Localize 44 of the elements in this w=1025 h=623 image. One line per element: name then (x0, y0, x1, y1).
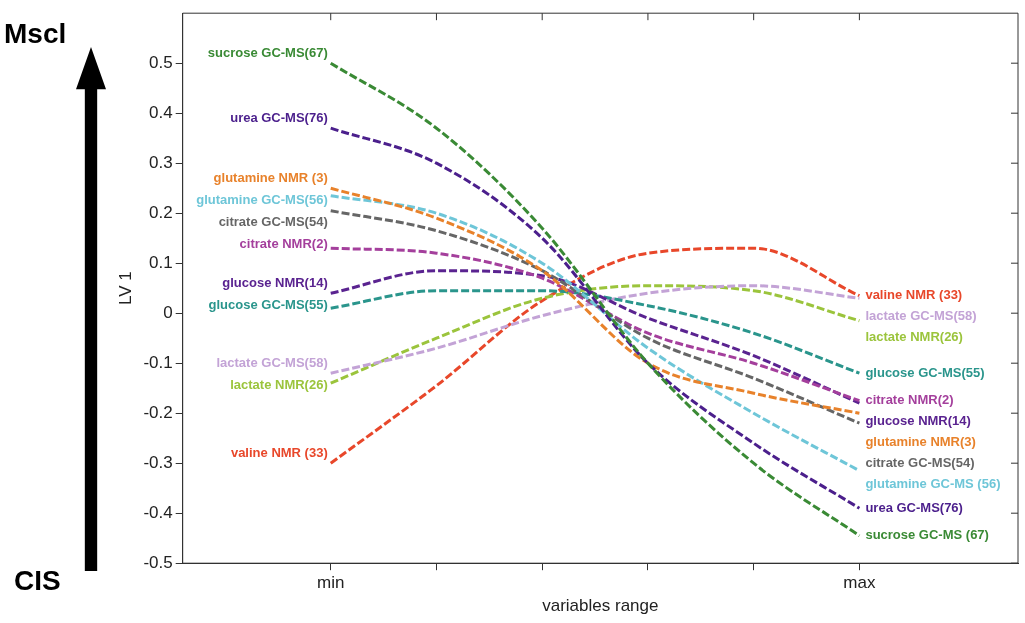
text: Mscl (4, 18, 67, 50)
y-tick-label: -0.2 (143, 402, 173, 422)
annotation: glutamine GC-MS (56) (865, 476, 1001, 492)
y-tick-label: -0.3 (143, 452, 173, 472)
series-label: valine NMR (33) (230, 444, 328, 460)
annotation: valine NMR (33) (865, 287, 963, 303)
annotation: citrate GC-MS(54) (865, 455, 975, 471)
line-series (329, 246, 861, 403)
annotation: glucose NMR(14) (865, 413, 971, 429)
series-label: glucose NMR(14) (222, 274, 328, 290)
text: CIS (14, 565, 61, 597)
line-series (329, 61, 861, 538)
series-label: citrate GC-MS(54) (218, 213, 328, 229)
x-tick-label: min (317, 573, 345, 593)
x-axis-title: variables range (542, 596, 659, 616)
series-label: glutamine GC-MS(56) (196, 191, 328, 207)
y-tick-label: -0.4 (143, 502, 173, 522)
y-tick-label: -0.1 (143, 352, 173, 372)
y-tick-label: -0.5 (143, 552, 173, 572)
annotation: lactate GC-MS(58) (865, 308, 977, 324)
series-label: lactate GC-MS(58) (216, 354, 328, 370)
y-tick-label: 0.5 (149, 52, 173, 72)
y-tick-label: 0.4 (149, 102, 173, 122)
line-series (329, 269, 861, 405)
annotation: lactate NMR(26) (865, 329, 963, 345)
annotation: citrate NMR(2) (865, 392, 954, 408)
y-tick-label: 0 (163, 302, 173, 322)
y-tick-label: 0.1 (149, 252, 173, 272)
series-label: glucose GC-MS(55) (208, 296, 328, 312)
series-label: urea GC-MS(76) (230, 109, 328, 125)
annotation: sucrose GC-MS (67) (865, 527, 989, 543)
y-tick-label: 0.2 (149, 202, 173, 222)
y-tick-label: 0.3 (149, 152, 173, 172)
annotation: glutamine NMR(3) (865, 434, 976, 450)
line-series (329, 246, 861, 465)
annotation: urea GC-MS(76) (865, 499, 963, 515)
annotation: glucose GC-MS(55) (865, 364, 985, 380)
line-series (329, 126, 861, 510)
series-label: sucrose GC-MS(67) (207, 44, 328, 60)
y-axis-title: LV 1 (115, 271, 135, 306)
series-label: citrate NMR(2) (239, 235, 328, 251)
x-tick-label: max (843, 573, 876, 593)
series-label: lactate NMR(26) (230, 376, 328, 392)
series-label: glutamine NMR (3) (213, 169, 328, 185)
